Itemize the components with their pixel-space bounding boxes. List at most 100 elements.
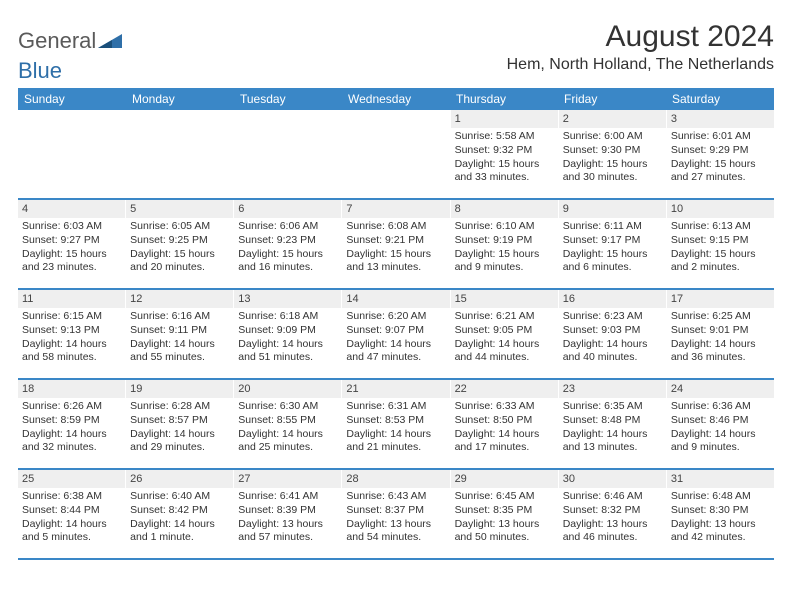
day-detail-line: Sunset: 9:25 PM: [130, 234, 229, 248]
day-number: [234, 110, 341, 114]
day-detail-line: Sunrise: 6:46 AM: [563, 490, 662, 504]
day-detail-line: Daylight: 14 hours: [346, 338, 445, 352]
day-number: 27: [234, 470, 341, 488]
day-cell: 8Sunrise: 6:10 AMSunset: 9:19 PMDaylight…: [451, 200, 559, 288]
day-detail-line: Daylight: 13 hours: [455, 518, 554, 532]
day-details: Sunrise: 6:30 AMSunset: 8:55 PMDaylight:…: [234, 400, 341, 455]
day-detail-line: Sunrise: 6:11 AM: [563, 220, 662, 234]
day-detail-line: Sunrise: 6:45 AM: [455, 490, 554, 504]
day-detail-line: Daylight: 14 hours: [22, 338, 121, 352]
day-detail-line: and 50 minutes.: [455, 531, 554, 545]
day-cell: 11Sunrise: 6:15 AMSunset: 9:13 PMDayligh…: [18, 290, 126, 378]
day-detail-line: and 6 minutes.: [563, 261, 662, 275]
day-detail-line: and 13 minutes.: [346, 261, 445, 275]
day-cell: 28Sunrise: 6:43 AMSunset: 8:37 PMDayligh…: [342, 470, 450, 558]
day-cell: 26Sunrise: 6:40 AMSunset: 8:42 PMDayligh…: [126, 470, 234, 558]
day-number: 4: [18, 200, 125, 218]
day-detail-line: and 54 minutes.: [346, 531, 445, 545]
day-number: 21: [342, 380, 449, 398]
day-detail-line: Sunrise: 6:18 AM: [238, 310, 337, 324]
day-cell: 14Sunrise: 6:20 AMSunset: 9:07 PMDayligh…: [342, 290, 450, 378]
day-number: 26: [126, 470, 233, 488]
day-detail-line: Sunrise: 6:20 AM: [346, 310, 445, 324]
day-details: Sunrise: 6:45 AMSunset: 8:35 PMDaylight:…: [451, 490, 558, 545]
day-detail-line: Sunset: 8:32 PM: [563, 504, 662, 518]
day-detail-line: Sunset: 8:42 PM: [130, 504, 229, 518]
day-number: [342, 110, 449, 114]
day-detail-line: and 44 minutes.: [455, 351, 554, 365]
day-detail-line: Daylight: 15 hours: [455, 248, 554, 262]
weekday-saturday: Saturday: [666, 88, 774, 110]
day-details: Sunrise: 6:48 AMSunset: 8:30 PMDaylight:…: [667, 490, 774, 545]
day-cell: 9Sunrise: 6:11 AMSunset: 9:17 PMDaylight…: [559, 200, 667, 288]
day-detail-line: Sunset: 8:55 PM: [238, 414, 337, 428]
day-details: Sunrise: 6:08 AMSunset: 9:21 PMDaylight:…: [342, 220, 449, 275]
weekday-wednesday: Wednesday: [342, 88, 450, 110]
day-detail-line: Daylight: 14 hours: [130, 428, 229, 442]
day-detail-line: Sunset: 9:09 PM: [238, 324, 337, 338]
day-cell: 12Sunrise: 6:16 AMSunset: 9:11 PMDayligh…: [126, 290, 234, 378]
day-details: Sunrise: 5:58 AMSunset: 9:32 PMDaylight:…: [451, 130, 558, 185]
logo-text-general: General: [18, 28, 96, 54]
day-detail-line: Daylight: 14 hours: [22, 518, 121, 532]
day-details: Sunrise: 6:21 AMSunset: 9:05 PMDaylight:…: [451, 310, 558, 365]
day-details: Sunrise: 6:20 AMSunset: 9:07 PMDaylight:…: [342, 310, 449, 365]
day-detail-line: and 46 minutes.: [563, 531, 662, 545]
day-detail-line: and 33 minutes.: [455, 171, 554, 185]
day-number: 10: [667, 200, 774, 218]
day-detail-line: and 25 minutes.: [238, 441, 337, 455]
day-detail-line: and 30 minutes.: [563, 171, 662, 185]
day-cell: 1Sunrise: 5:58 AMSunset: 9:32 PMDaylight…: [451, 110, 559, 198]
day-detail-line: Daylight: 14 hours: [563, 428, 662, 442]
day-detail-line: Sunrise: 6:23 AM: [563, 310, 662, 324]
day-details: Sunrise: 6:00 AMSunset: 9:30 PMDaylight:…: [559, 130, 666, 185]
day-detail-line: Sunset: 9:17 PM: [563, 234, 662, 248]
day-detail-line: Daylight: 13 hours: [563, 518, 662, 532]
day-detail-line: Sunset: 9:21 PM: [346, 234, 445, 248]
day-details: Sunrise: 6:23 AMSunset: 9:03 PMDaylight:…: [559, 310, 666, 365]
week-row: 4Sunrise: 6:03 AMSunset: 9:27 PMDaylight…: [18, 200, 774, 290]
day-detail-line: Sunset: 8:53 PM: [346, 414, 445, 428]
day-number: 3: [667, 110, 774, 128]
day-detail-line: Sunrise: 6:30 AM: [238, 400, 337, 414]
week-row: 1Sunrise: 5:58 AMSunset: 9:32 PMDaylight…: [18, 110, 774, 200]
day-cell: 27Sunrise: 6:41 AMSunset: 8:39 PMDayligh…: [234, 470, 342, 558]
day-details: Sunrise: 6:31 AMSunset: 8:53 PMDaylight:…: [342, 400, 449, 455]
calendar-page: General August 2024 Hem, North Holland, …: [0, 0, 792, 560]
day-cell: 20Sunrise: 6:30 AMSunset: 8:55 PMDayligh…: [234, 380, 342, 468]
day-cell: 29 Sunrise: 6:45 AMSunset: 8:35 PMDayligh…: [451, 470, 559, 558]
day-details: Sunrise: 6:05 AMSunset: 9:25 PMDaylight:…: [126, 220, 233, 275]
weeks-container: 1Sunrise: 5:58 AMSunset: 9:32 PMDaylight…: [18, 110, 774, 560]
day-detail-line: Sunrise: 6:06 AM: [238, 220, 337, 234]
day-detail-line: and 27 minutes.: [671, 171, 770, 185]
day-number: 6: [234, 200, 341, 218]
day-number: 31: [667, 470, 774, 488]
day-detail-line: Daylight: 15 hours: [130, 248, 229, 262]
day-details: Sunrise: 6:46 AMSunset: 8:32 PMDaylight:…: [559, 490, 666, 545]
day-detail-line: Sunset: 9:27 PM: [22, 234, 121, 248]
day-detail-line: and 20 minutes.: [130, 261, 229, 275]
day-cell: 18Sunrise: 6:26 AMSunset: 8:59 PMDayligh…: [18, 380, 126, 468]
day-number: 24: [667, 380, 774, 398]
day-details: Sunrise: 6:35 AMSunset: 8:48 PMDaylight:…: [559, 400, 666, 455]
day-detail-line: Daylight: 14 hours: [238, 338, 337, 352]
day-detail-line: Sunset: 8:39 PM: [238, 504, 337, 518]
day-cell: 21 Sunrise: 6:31 AMSunset: 8:53 PMDayligh…: [342, 380, 450, 468]
day-detail-line: Sunrise: 6:08 AM: [346, 220, 445, 234]
weekday-tuesday: Tuesday: [234, 88, 342, 110]
day-cell: [342, 110, 450, 198]
day-detail-line: Sunrise: 6:10 AM: [455, 220, 554, 234]
day-number: 23: [559, 380, 666, 398]
day-detail-line: Sunrise: 6:41 AM: [238, 490, 337, 504]
day-cell: 5Sunrise: 6:05 AMSunset: 9:25 PMDaylight…: [126, 200, 234, 288]
weekday-header-row: SundayMondayTuesdayWednesdayThursdayFrid…: [18, 88, 774, 110]
day-number: 29: [451, 470, 558, 488]
day-detail-line: and 16 minutes.: [238, 261, 337, 275]
day-details: Sunrise: 6:13 AMSunset: 9:15 PMDaylight:…: [667, 220, 774, 275]
day-detail-line: and 23 minutes.: [22, 261, 121, 275]
day-cell: 10 Sunrise: 6:13 AMSunset: 9:15 PMDayligh…: [667, 200, 774, 288]
day-details: Sunrise: 6:10 AMSunset: 9:19 PMDaylight:…: [451, 220, 558, 275]
day-detail-line: Daylight: 15 hours: [563, 158, 662, 172]
day-cell: 15Sunrise: 6:21 AMSunset: 9:05 PMDayligh…: [451, 290, 559, 378]
day-detail-line: Sunrise: 6:35 AM: [563, 400, 662, 414]
